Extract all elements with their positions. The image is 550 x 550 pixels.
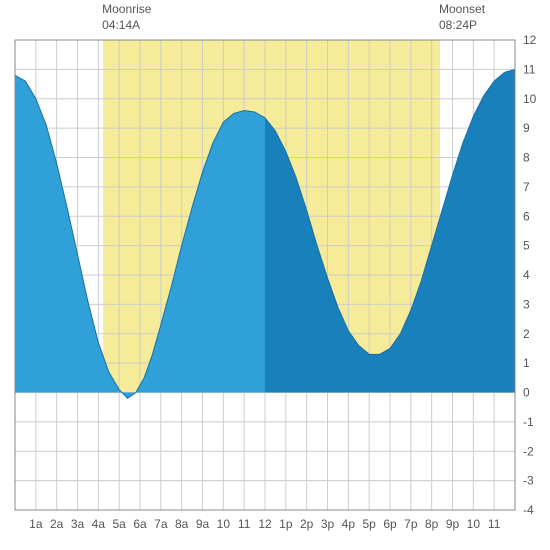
svg-text:0: 0 — [523, 386, 530, 400]
svg-text:-2: -2 — [523, 444, 534, 458]
svg-text:1p: 1p — [279, 517, 293, 531]
moonset-label: Moonset 08:24P — [439, 2, 485, 33]
moonrise-time: 04:14A — [102, 18, 151, 34]
svg-text:-1: -1 — [523, 415, 534, 429]
svg-text:8a: 8a — [175, 517, 189, 531]
svg-text:8: 8 — [523, 151, 530, 165]
svg-text:1: 1 — [523, 356, 530, 370]
svg-text:3p: 3p — [321, 517, 335, 531]
moonset-title: Moonset — [439, 2, 485, 18]
svg-text:3a: 3a — [71, 517, 85, 531]
svg-text:7a: 7a — [154, 517, 168, 531]
svg-text:9p: 9p — [446, 517, 460, 531]
svg-text:7p: 7p — [404, 517, 418, 531]
svg-text:1a: 1a — [29, 517, 43, 531]
chart-svg: -4-3-2-101234567891011121a2a3a4a5a6a7a8a… — [0, 0, 550, 550]
svg-text:4: 4 — [523, 268, 530, 282]
svg-text:5: 5 — [523, 239, 530, 253]
svg-text:-3: -3 — [523, 474, 534, 488]
svg-text:9: 9 — [523, 121, 530, 135]
svg-text:11: 11 — [488, 517, 501, 531]
svg-text:5a: 5a — [112, 517, 126, 531]
svg-text:6p: 6p — [383, 517, 397, 531]
svg-text:10: 10 — [217, 517, 231, 531]
svg-text:2: 2 — [523, 327, 530, 341]
svg-text:4a: 4a — [92, 517, 106, 531]
svg-text:5p: 5p — [362, 517, 376, 531]
svg-text:2a: 2a — [50, 517, 64, 531]
svg-text:11: 11 — [238, 517, 251, 531]
svg-text:3: 3 — [523, 297, 530, 311]
svg-text:12: 12 — [523, 33, 537, 47]
svg-text:9a: 9a — [196, 517, 210, 531]
moonrise-title: Moonrise — [102, 2, 151, 18]
svg-text:7: 7 — [523, 180, 530, 194]
svg-text:6a: 6a — [133, 517, 147, 531]
svg-text:12: 12 — [258, 517, 272, 531]
svg-text:10: 10 — [523, 92, 537, 106]
svg-text:8p: 8p — [425, 517, 439, 531]
svg-text:4p: 4p — [342, 517, 356, 531]
svg-text:2p: 2p — [300, 517, 314, 531]
moonrise-label: Moonrise 04:14A — [102, 2, 151, 33]
svg-text:6: 6 — [523, 209, 530, 223]
svg-text:10: 10 — [467, 517, 481, 531]
svg-text:11: 11 — [523, 62, 536, 76]
svg-text:-4: -4 — [523, 503, 534, 517]
moonset-time: 08:24P — [439, 18, 485, 34]
tide-chart: Moonrise 04:14A Moonset 08:24P -4 -3 -2 -1 0… — [0, 0, 550, 550]
